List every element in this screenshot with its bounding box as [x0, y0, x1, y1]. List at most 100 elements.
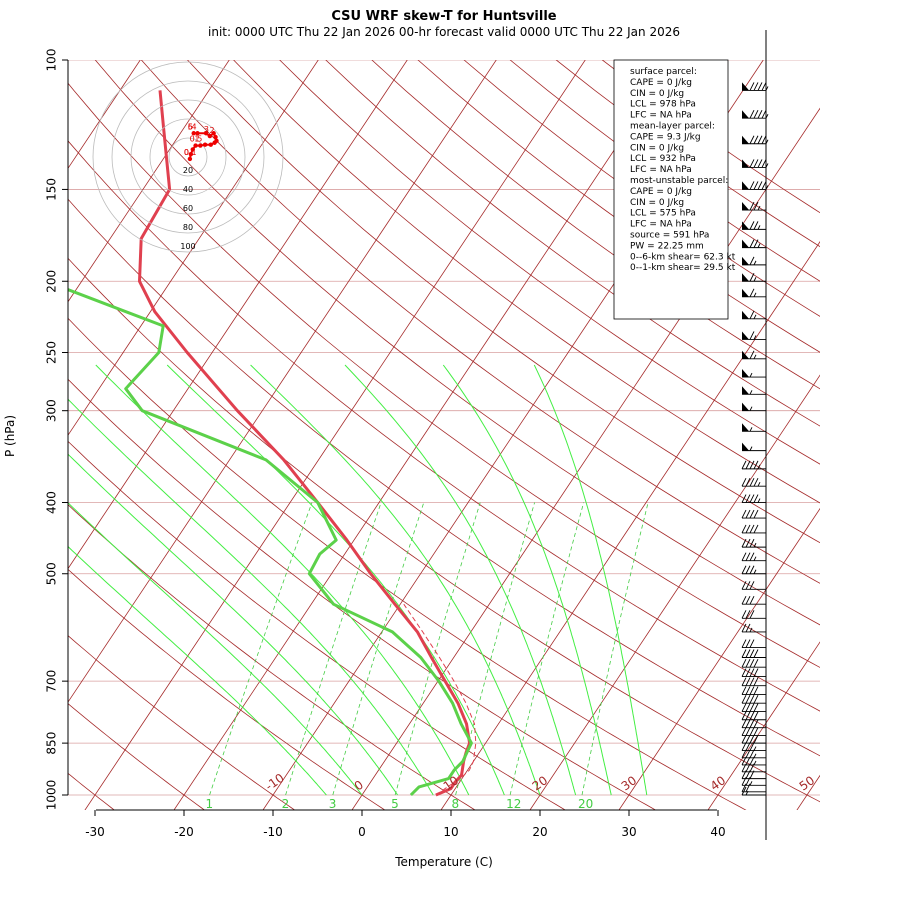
barb-full: [749, 509, 755, 519]
wind-barb: [741, 777, 766, 786]
barb-full: [749, 494, 755, 503]
wind-barb: [741, 610, 766, 619]
chart-title: CSU WRF skew-T for Huntsville: [331, 9, 556, 24]
wind-barb: [742, 159, 769, 168]
x-axis-label: Temperature (C): [394, 855, 493, 869]
hodograph-point-label: 0.1: [184, 148, 197, 157]
barb-full: [753, 727, 759, 736]
isotherm-line: [68, 60, 408, 570]
wind-barb: [741, 460, 766, 470]
barb-full: [741, 763, 747, 773]
dry-adiabat: [94, 60, 820, 626]
barb-half: [749, 390, 753, 395]
hodograph-point-label: 5: [188, 122, 193, 131]
wind-barb: [741, 538, 766, 548]
barb-full: [741, 756, 747, 766]
barb-flag: [742, 288, 749, 297]
barb-full: [745, 711, 751, 720]
barb-half: [745, 790, 749, 796]
index-line: PW = 22.25 mm: [630, 241, 704, 251]
dry-adiabat: [279, 60, 820, 465]
barb-full: [745, 494, 751, 503]
wind-barb: [742, 273, 766, 282]
y-tick-label: 400: [45, 491, 59, 514]
hodograph-ring-label: 40: [183, 185, 193, 194]
barb-full: [745, 749, 751, 759]
y-tick-label: 300: [45, 399, 59, 422]
wind-barb: [741, 734, 766, 744]
index-line: CAPE = 9.3 J/kg: [630, 132, 701, 142]
barb-full: [745, 783, 751, 792]
barb-half: [749, 406, 753, 411]
wind-barb: [742, 109, 769, 119]
barb-full: [749, 749, 755, 759]
barb-flag: [742, 273, 749, 282]
wind-barb: [741, 477, 766, 487]
barb-full: [745, 565, 751, 574]
isotherm-line: [796, 774, 820, 810]
barb-full: [745, 727, 751, 736]
hodograph-ring-label: 20: [183, 166, 193, 175]
wind-barb: [741, 756, 766, 766]
hodograph-point-label: 0.5: [190, 135, 203, 144]
mixing-ratio-line: [581, 502, 649, 796]
wind-barb: [742, 402, 766, 412]
wind-barbs: [741, 30, 769, 840]
barb-full: [749, 668, 755, 677]
hodograph-ring: [111, 80, 265, 234]
barb-full: [745, 770, 751, 779]
barb-flag: [742, 135, 749, 144]
barb-full: [753, 201, 759, 211]
y-tick-label: 500: [45, 562, 59, 585]
index-line: LCL = 978 hPa: [630, 100, 696, 110]
hodograph-point-label: 3: [204, 125, 209, 134]
moist-adiabat: [533, 364, 648, 796]
barb-flag: [742, 256, 749, 265]
isotherm-line: [351, 107, 820, 810]
dry-adiabat: [601, 60, 820, 214]
isotherm-line: [68, 60, 497, 703]
wind-barb: [742, 82, 769, 91]
barb-full: [741, 770, 747, 779]
hodograph-point: [202, 142, 208, 147]
barb-full: [745, 552, 751, 561]
barb-full: [745, 742, 751, 751]
moist-adiabat: [68, 545, 327, 796]
hodograph-point: [190, 147, 195, 152]
barb-half: [757, 464, 761, 470]
barb-full: [753, 159, 759, 168]
barb-full: [745, 756, 751, 766]
barb-full: [753, 477, 759, 487]
barb-full: [745, 777, 751, 786]
barb-half: [753, 292, 757, 298]
wind-barb: [741, 552, 766, 562]
wind-barb: [742, 221, 766, 230]
hodograph-ring-label: 80: [183, 223, 193, 232]
barb-full: [745, 610, 751, 619]
indices-box: surface parcel: CAPE = 0 J/kg CIN = 0 J/kg…: [613, 59, 736, 320]
mixing-ratio-label: 20: [578, 797, 593, 811]
y-axis-label: P (hPa): [3, 415, 17, 457]
barb-flag: [742, 82, 749, 91]
barb-full: [745, 460, 751, 470]
barb-half: [765, 139, 769, 144]
mixing-ratio-line: [509, 502, 585, 796]
hodograph-point: [198, 143, 203, 148]
dry-adiabat: [68, 440, 566, 810]
barb-flag: [742, 181, 749, 190]
barb-flag: [742, 310, 749, 319]
wind-barb: [741, 658, 766, 668]
barb-full: [749, 734, 755, 744]
barb-full: [741, 783, 747, 792]
wind-barb: [741, 686, 766, 695]
moist-adiabat: [166, 364, 505, 796]
barb-full: [749, 581, 755, 590]
barb-full: [753, 668, 759, 677]
barb-half: [753, 746, 757, 751]
moist-adiabat: [68, 453, 399, 796]
barb-full: [753, 649, 759, 658]
barb-full: [753, 711, 759, 720]
barb-half: [757, 225, 761, 230]
dry-adiabat: [371, 60, 820, 390]
